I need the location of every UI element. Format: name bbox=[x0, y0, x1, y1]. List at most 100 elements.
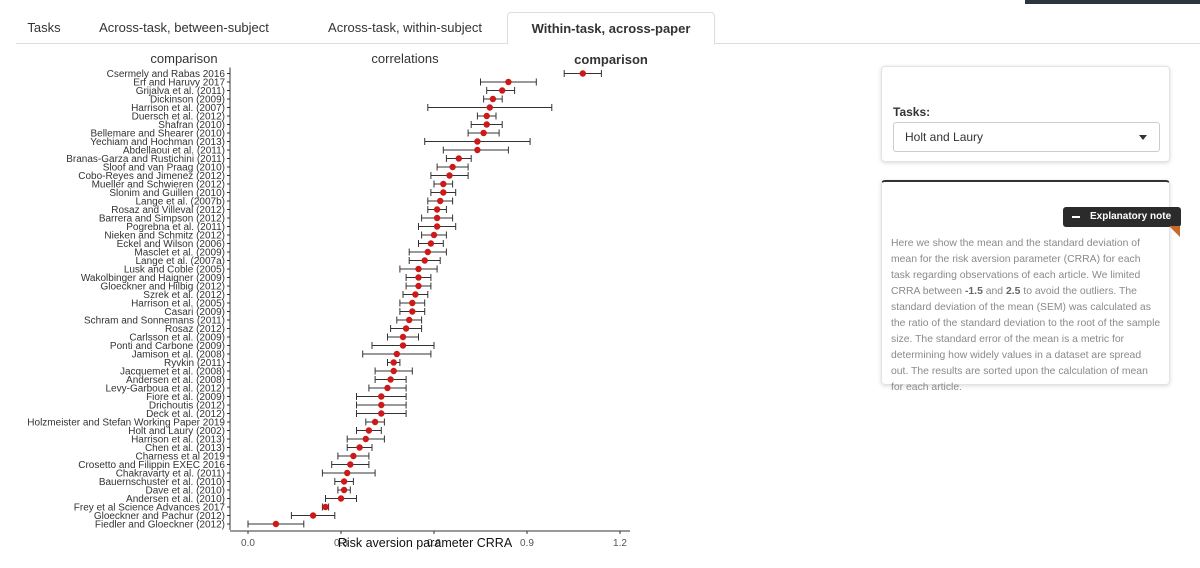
y-tick-label: Pogrebna et al. (2011) bbox=[126, 222, 225, 233]
y-tick-label: Bauernschuster et al. (2010) bbox=[99, 477, 225, 488]
mean-point bbox=[378, 410, 385, 417]
data-row bbox=[467, 129, 500, 137]
mean-point bbox=[350, 452, 357, 460]
explanatory-note-button[interactable]: Explanatory note bbox=[1063, 207, 1181, 227]
data-row bbox=[325, 495, 357, 502]
data-row bbox=[427, 104, 553, 111]
mean-point bbox=[371, 418, 379, 426]
mean-point bbox=[356, 444, 363, 451]
mean-point bbox=[390, 359, 397, 366]
data-row bbox=[430, 172, 469, 179]
data-row bbox=[427, 206, 447, 213]
y-tick-label: Ryvkin (2011) bbox=[164, 358, 225, 369]
data-row bbox=[480, 78, 537, 86]
y-tick-label: Charness et al 2019 bbox=[135, 452, 225, 463]
data-row bbox=[408, 248, 447, 256]
y-tick-label: Erf and Haruvy 2017 bbox=[133, 78, 225, 89]
y-tick-label: Shafran (2010) bbox=[158, 120, 225, 131]
note-corner-ribbon bbox=[1169, 226, 1180, 237]
mean-point bbox=[427, 240, 435, 247]
mean-point bbox=[347, 461, 354, 468]
data-row bbox=[483, 95, 503, 103]
data-row bbox=[418, 240, 444, 247]
y-tick-label: Harrison et al. (2013) bbox=[131, 435, 225, 446]
data-row bbox=[365, 418, 385, 426]
data-row bbox=[405, 282, 432, 290]
y-tick-label: Szrek et al. (2012) bbox=[143, 290, 225, 301]
tab-tasks[interactable]: Tasks bbox=[27, 20, 61, 35]
y-tick-label: Harrison et al. (2005) bbox=[131, 299, 225, 310]
mean-point bbox=[365, 427, 373, 434]
top-accent-bar bbox=[1025, 0, 1200, 4]
mean-point bbox=[433, 223, 441, 230]
data-row bbox=[387, 333, 419, 341]
y-tick-label: Dave et al. (2010) bbox=[146, 486, 226, 497]
data-row bbox=[442, 146, 509, 154]
tab-across-task-within-subject[interactable]: Across-task, within-subject correlations bbox=[328, 20, 482, 66]
task-select-value: Holt and Laury bbox=[905, 130, 984, 144]
mean-point bbox=[340, 478, 348, 485]
y-tick-label: Chen et al. (2013) bbox=[145, 443, 225, 454]
mean-point bbox=[340, 486, 348, 494]
y-tick-label: Holzmeister and Stefan Working Paper 201… bbox=[27, 418, 225, 429]
y-tick-label: Barrera and Simpson (2012) bbox=[99, 214, 225, 225]
y-tick-label: Duersch et al. (2012) bbox=[132, 112, 225, 123]
x-tick-label: 0.0 bbox=[241, 538, 255, 549]
data-row bbox=[405, 274, 432, 281]
y-tick-label: Fiore et al. (2009) bbox=[146, 392, 225, 403]
data-row bbox=[408, 257, 441, 264]
data-row bbox=[421, 214, 454, 222]
data-row bbox=[362, 350, 432, 358]
mean-point bbox=[415, 282, 422, 290]
mean-point bbox=[474, 146, 481, 154]
y-tick-label: Jamison et al. (2008) bbox=[132, 350, 225, 361]
y-tick-label: Andersen et al. (2008) bbox=[126, 375, 225, 386]
data-row bbox=[334, 478, 354, 485]
y-tick-label: Abdellaoui et al. (2011) bbox=[123, 146, 225, 157]
mean-point bbox=[486, 104, 493, 111]
mean-point bbox=[399, 333, 407, 341]
mean-point bbox=[378, 401, 385, 409]
data-row bbox=[356, 393, 407, 400]
y-tick-label: Harrison et al. (2007) bbox=[131, 103, 225, 114]
data-row bbox=[331, 461, 370, 468]
mean-point bbox=[437, 197, 444, 205]
tasks-label: Tasks: bbox=[893, 105, 931, 119]
data-row bbox=[396, 316, 423, 324]
data-row bbox=[445, 155, 472, 162]
y-tick-label: Chakravarty et al. (2011) bbox=[116, 469, 225, 480]
mean-point bbox=[362, 435, 369, 443]
data-row bbox=[390, 325, 423, 332]
y-tick-label: Crosetto and Filippin EXEC 2016 bbox=[78, 460, 225, 471]
y-tick-label: Branas-Garza and Rustichini (2011) bbox=[66, 154, 225, 165]
mean-point bbox=[390, 367, 397, 375]
data-row bbox=[374, 376, 407, 383]
y-tick-label: Mueller and Schwieren (2012) bbox=[92, 180, 225, 191]
mean-point bbox=[272, 520, 280, 528]
data-row bbox=[337, 452, 370, 460]
data-row bbox=[387, 359, 401, 366]
mean-point bbox=[455, 155, 462, 162]
tab-across-task-between-subject[interactable]: Across-task, between-subject comparison bbox=[99, 20, 269, 66]
tab-within-task-across-paper[interactable]: Within-task, across-paper comparison bbox=[507, 12, 715, 67]
y-tick-label: Fiedler and Gloeckner (2012) bbox=[95, 520, 225, 531]
y-tick-label: Lusk and Coble (2005) bbox=[124, 265, 225, 276]
data-row bbox=[399, 308, 426, 315]
y-tick-label: Eckel and Wilson (2006) bbox=[117, 239, 225, 250]
y-tick-label: Grijalva et al. (2011) bbox=[136, 86, 225, 97]
mean-point bbox=[579, 70, 586, 77]
data-row bbox=[356, 410, 407, 417]
y-tick-label: Drichoutis (2012) bbox=[149, 401, 225, 412]
task-select[interactable]: Holt and Laury bbox=[893, 122, 1160, 152]
mean-point bbox=[406, 316, 413, 324]
mean-point bbox=[409, 299, 416, 307]
explanatory-note-text: Here we show the mean and the standard d… bbox=[891, 238, 1161, 393]
data-row bbox=[424, 138, 531, 145]
data-row bbox=[247, 520, 305, 528]
data-row bbox=[337, 486, 351, 494]
minus-icon bbox=[1072, 216, 1080, 218]
y-tick-label: Levy-Garboua et al. (2012) bbox=[105, 384, 225, 395]
mean-point bbox=[412, 291, 419, 298]
data-row bbox=[421, 231, 447, 239]
data-row bbox=[374, 367, 413, 375]
